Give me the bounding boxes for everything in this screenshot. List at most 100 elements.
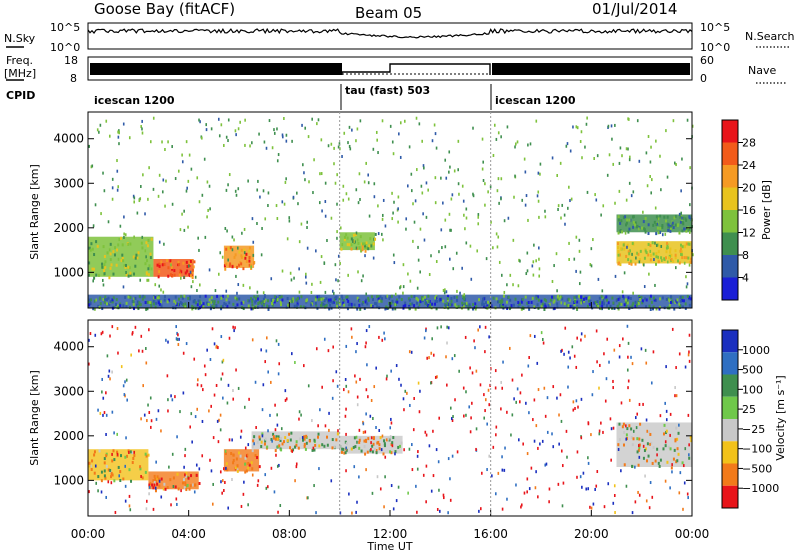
power-cell [601,307,604,311]
power-scatter-cell [397,220,399,224]
velocity-colorbar-tick-label: 1000 [742,344,770,357]
velocity-scatter-cell [260,348,262,352]
power-cell [680,250,683,254]
power-cell [450,303,453,307]
power-scatter-cell [643,285,646,289]
power-scatter-cell [600,213,602,217]
power-scatter-cell [190,167,193,171]
power-cell [404,304,407,308]
power-scatter-cell [258,132,260,136]
power-colorbar-tick-label: 12 [742,227,756,240]
velocity-scatter-cell [303,364,305,368]
velocity-cell [188,487,191,491]
power-scatter-cell [492,246,494,250]
velocity-scatter-cell [576,336,578,340]
power-cell [644,216,647,220]
power-scatter-cell [373,195,376,199]
velocity-cell [643,449,646,453]
velocity-scatter-cell [277,342,280,346]
power-cell [681,229,684,233]
power-scatter-cell [624,231,627,235]
power-scatter-cell [355,246,358,250]
power-scatter-cell [233,238,235,242]
power-scatter-cell [444,245,447,249]
velocity-cell [302,438,305,442]
velocity-scatter-cell [327,349,330,353]
velocity-scatter-cell [208,409,210,413]
power-cell [347,300,350,304]
power-cell [524,295,527,299]
power-scatter-cell [208,268,211,272]
velocity-cell [176,472,179,476]
velocity-cell [358,438,361,442]
velocity-scatter-cell [264,473,267,477]
power-cell [630,262,633,266]
power-cell [625,221,628,225]
power-scatter-cell [347,141,349,145]
power-cell [687,242,690,246]
power-cell [647,223,650,227]
power-cell [508,307,511,311]
velocity-scatter-cell [240,504,243,508]
velocity-cell [280,448,283,452]
velocity-scatter-cell [176,331,178,335]
power-cell [649,244,652,248]
velocity-scatter-cell [574,406,576,410]
power-cell [93,253,96,257]
power-cell [251,303,254,307]
power-cell [667,225,670,229]
power-scatter-cell [506,125,509,129]
velocity-scatter-cell [264,360,267,364]
velocity-scatter-cell [497,471,500,475]
velocity-scatter-cell [353,465,356,469]
power-scatter-cell [281,133,284,137]
velocity-cell [303,444,306,448]
velocity-scatter-cell [336,384,339,388]
velocity-scatter-cell [687,496,689,500]
power-cell [127,265,130,269]
power-cell [666,215,669,219]
power-cell [225,247,228,251]
velocity-scatter-cell [254,380,257,384]
power-cell [266,304,269,308]
velocity-scatter-cell [580,436,583,440]
power-cell [109,242,112,246]
power-scatter-cell [415,116,418,120]
power-cell [652,305,655,309]
velocity-cell [157,477,160,481]
power-cell [625,254,628,258]
power-scatter-cell [580,130,583,134]
power-scatter-cell [538,246,540,250]
power-cell [544,304,547,308]
velocity-cell [100,470,103,474]
power-cell [115,298,118,302]
power-cell [247,299,250,303]
power-scatter-cell [179,228,182,232]
power-cell [169,259,172,263]
power-scatter-cell [526,251,529,255]
power-scatter-cell [281,269,284,273]
power-scatter-cell [262,189,265,193]
velocity-scatter-cell [627,379,630,383]
power-cell [537,298,540,302]
power-cell [504,305,507,309]
power-cell [593,301,596,305]
velocity-scatter-cell [483,416,486,420]
velocity-cell [376,441,379,445]
power-scatter-cell [139,278,142,282]
velocity-scatter-cell [177,333,179,337]
power-cell [338,301,341,305]
power-scatter-cell [206,180,209,184]
power-cell [679,220,682,224]
power-scatter-cell [512,283,514,287]
power-scatter-cell [525,194,528,198]
velocity-cell [284,436,287,440]
velocity-cell [326,435,329,439]
velocity-scatter-cell [404,389,407,393]
power-scatter-cell [513,195,515,199]
power-scatter-cell [332,291,335,295]
velocity-scatter-cell [372,416,374,420]
power-cell [248,249,251,253]
power-scatter-cell [448,170,450,174]
velocity-scatter-cell [154,486,157,490]
